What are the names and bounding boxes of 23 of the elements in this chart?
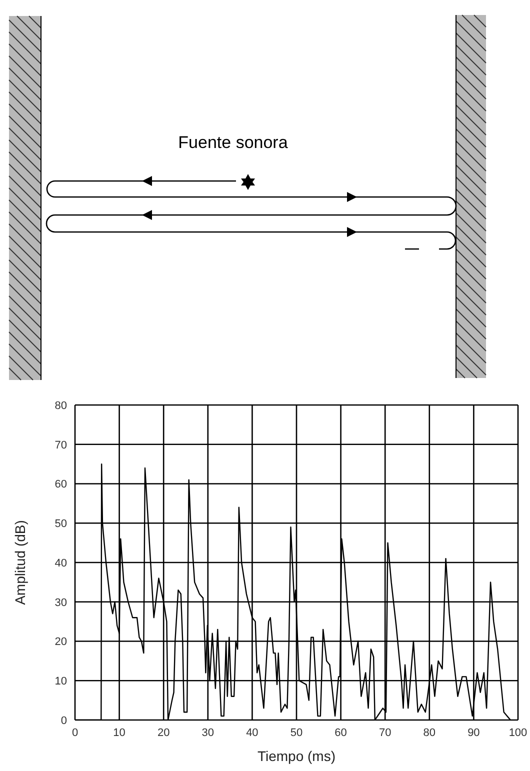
y-axis-title: Amplitud (dB) xyxy=(12,520,28,605)
x-tick-label: 100 xyxy=(508,726,528,739)
y-tick-label: 0 xyxy=(60,714,67,727)
x-tick-label: 60 xyxy=(334,726,347,739)
source-note: Fuente sonora xyxy=(178,133,288,152)
y-tick-label: 20 xyxy=(54,636,67,648)
x-tick-label: 40 xyxy=(246,726,258,739)
x-tick-label: 70 xyxy=(378,726,392,739)
y-tick-label: 10 xyxy=(54,676,67,688)
x-tick-label: 20 xyxy=(157,726,170,739)
x-tick-label: 80 xyxy=(423,726,436,739)
y-tick-label: 60 xyxy=(54,478,67,491)
y-tick-label: 70 xyxy=(54,439,67,452)
x-tick-label: 0 xyxy=(72,726,78,739)
y-tick-label: 50 xyxy=(54,518,67,530)
x-axis-title: Tiempo (ms) xyxy=(257,748,336,764)
y-tick-label: 30 xyxy=(54,596,67,609)
y-tick-label: 40 xyxy=(54,557,67,570)
x-tick-label: 90 xyxy=(468,726,480,739)
x-tick-label: 50 xyxy=(290,726,303,739)
x-tick-label: 30 xyxy=(202,726,214,739)
y-tick-label: 80 xyxy=(54,400,67,412)
x-tick-label: 10 xyxy=(113,726,126,739)
